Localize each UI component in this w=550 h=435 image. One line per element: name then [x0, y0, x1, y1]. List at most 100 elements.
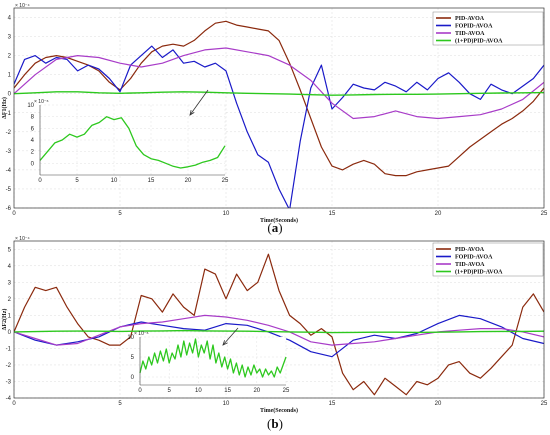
y-tick-label: -4	[6, 168, 12, 174]
inset-x-tick-label: 15	[148, 178, 155, 184]
y-tick-label: -6	[6, 206, 12, 212]
y-tick-label: 2	[8, 297, 12, 303]
y-tick-label: 3	[8, 35, 12, 41]
inset-y-tick-label: 0	[31, 161, 35, 167]
inset-arrow-head	[189, 110, 195, 116]
inset-plot: 0 2 4 6 8 10 0 5 10 15 20 25 × 10⁻⁶	[27, 99, 229, 184]
legend-box	[432, 242, 544, 277]
y-tick-label: -3	[6, 379, 12, 385]
x-axis-label: Time(Seconds)	[260, 407, 298, 414]
x-tick-label: 20	[435, 211, 442, 217]
inset-y-tick-label: 2	[31, 150, 35, 156]
inset-x-tick-label: 10	[111, 178, 118, 184]
y-tick-label: 4	[8, 264, 12, 270]
x-tick-label: 20	[435, 401, 442, 407]
inset-arrow-head	[222, 340, 228, 346]
inset-y-tick-label: 8	[31, 115, 35, 121]
inset-exponent-label: × 10⁻⁶	[34, 99, 49, 105]
inset-series-line	[139, 338, 287, 378]
x-tick-label: 15	[329, 211, 336, 217]
y-tick-label: 2	[8, 54, 12, 60]
y-axis-label: ΔF2(Hz)	[1, 309, 8, 331]
inset-x-tick-label: 25	[283, 388, 290, 394]
y-tick-label: -3	[6, 149, 12, 155]
plot-frame	[13, 240, 545, 399]
legend-entry: TID-AVOA	[455, 31, 485, 37]
plot-frame	[13, 7, 545, 209]
legend-entry: (1+PD)PID-AVOA	[455, 38, 503, 45]
inset-x-tick-label: 10	[195, 388, 202, 394]
panel-caption: (b)	[267, 416, 283, 431]
inset-x-tick-label: 20	[253, 388, 260, 394]
y-tick-label: 5	[8, 247, 12, 253]
inset-x-tick-label: 5	[168, 388, 172, 394]
inset-plot: 0 5 10 0 5 10 15 20 25 × 10⁻⁶	[127, 331, 290, 394]
series-line-fopid-avoa	[14, 314, 544, 358]
inset-y-tick-label: 4	[31, 138, 35, 144]
legend-entry: FOPID-AVOA	[455, 24, 493, 30]
y-exponent-label: × 10⁻⁴	[15, 236, 30, 242]
legend-entry: FOPID-AVOA	[455, 255, 493, 261]
y-tick-label: 3	[8, 280, 12, 286]
inset-y-tick-label: 10	[27, 103, 34, 109]
inset-x-tick-label: 5	[75, 178, 79, 184]
legend-entry: TID-AVOA	[455, 262, 485, 268]
y-axis-label: ΔF1(Hz)	[1, 97, 8, 119]
y-tick-label: -1	[6, 111, 12, 117]
x-tick-label: 10	[223, 211, 230, 217]
y-tick-label: 4	[8, 16, 12, 22]
series-line--1-pd-pid-avoa	[14, 329, 544, 334]
y-exponent-label: × 10⁻⁴	[15, 3, 30, 9]
legend-entry: (1+PD)PID-AVOA	[455, 269, 503, 276]
y-tick-label: -5	[6, 187, 12, 193]
inset-series-line	[39, 116, 226, 169]
inset-x-tick-label: 25	[222, 178, 229, 184]
series-line-fopid-avoa	[14, 45, 544, 208]
y-tick-label: -4	[6, 396, 12, 402]
chart-panel-b: -4 -3 -2 -1 0 1 2 3 4 5 0 5 10 15 20 25 × 10⁻⁴ Time(Secon…	[1, 236, 548, 431]
series-line-tid-avoa	[14, 314, 544, 346]
x-tick-label: 25	[541, 401, 548, 407]
inset-x-tick-label: 0	[38, 178, 42, 184]
inset-y-tick-label: 5	[131, 355, 135, 361]
y-tick-label: 0	[8, 92, 12, 98]
panel-caption-letter: b	[271, 416, 278, 431]
inset-arrow	[222, 327, 239, 346]
x-tick-label: 25	[541, 211, 548, 217]
y-tick-label: -1	[6, 346, 12, 352]
x-tick-label: 5	[118, 401, 122, 407]
inset-exponent-label: × 10⁻⁶	[134, 331, 149, 337]
x-tick-label: 0	[12, 211, 16, 217]
series-line-pid-avoa	[14, 20, 544, 177]
y-tick-label: -2	[6, 130, 12, 136]
series-line-pid-avoa	[14, 253, 544, 396]
inset-y-tick-label: 0	[131, 375, 135, 381]
x-tick-label: 5	[118, 211, 122, 217]
y-tick-label: 1	[8, 73, 12, 79]
x-tick-label: 10	[223, 401, 230, 407]
inset-background	[140, 337, 286, 385]
panel-caption-letter: a	[272, 220, 279, 235]
series-line-tid-avoa	[14, 47, 544, 120]
legend-entry: PID-AVOA	[455, 247, 485, 253]
inset-arrow	[189, 89, 209, 116]
inset-y-tick-label: 6	[31, 126, 35, 132]
y-tick-label: -2	[6, 363, 12, 369]
legend-box	[432, 11, 544, 46]
inset-x-tick-label: 20	[185, 178, 192, 184]
x-tick-label: 0	[12, 401, 16, 407]
panel-caption: (a)	[267, 220, 282, 235]
inset-y-tick-label: 10	[127, 335, 134, 341]
y-tick-label: 1	[8, 313, 12, 319]
inset-x-tick-label: 0	[138, 388, 142, 394]
inset-x-tick-label: 15	[224, 388, 231, 394]
x-tick-label: 15	[329, 401, 336, 407]
legend-entry: PID-AVOA	[455, 16, 485, 22]
x-axis-label: Time(Seconds)	[260, 217, 298, 224]
series-line--1-pd-pid-avoa	[14, 91, 544, 96]
y-tick-label: 0	[8, 330, 12, 336]
